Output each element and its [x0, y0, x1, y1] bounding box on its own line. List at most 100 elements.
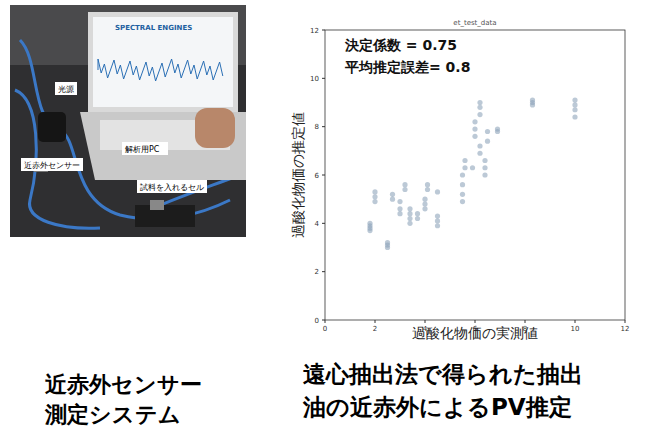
- point: [460, 199, 465, 204]
- photo-label: 試料を入れるセル: [140, 183, 204, 192]
- x-tick: [625, 320, 626, 323]
- point: [472, 119, 477, 124]
- x-tick: [425, 320, 426, 323]
- y-tick: [322, 175, 325, 176]
- point: [462, 165, 467, 170]
- point: [572, 97, 577, 102]
- point: [460, 172, 465, 177]
- point: [460, 192, 465, 197]
- caption: 遠心抽出法で得られた抽出: [303, 361, 583, 387]
- point: [477, 151, 482, 156]
- point: [477, 100, 482, 105]
- x-tick: [475, 320, 476, 323]
- point: [462, 158, 467, 163]
- x-tick: [575, 320, 576, 323]
- point: [460, 182, 465, 187]
- photo-label: 近赤外センサー: [24, 161, 80, 170]
- page: SPECTRAL ENGINES 光源近赤外センサー 解析用PC 試料を入れるセル et…: [0, 0, 650, 434]
- point: [485, 139, 490, 144]
- point: [407, 221, 412, 226]
- photo-background: [10, 5, 246, 237]
- point: [472, 134, 477, 139]
- point: [402, 187, 407, 192]
- point: [472, 126, 477, 131]
- light-source: [38, 112, 66, 142]
- point: [477, 105, 482, 110]
- y-tick: [322, 126, 325, 127]
- x-tick-label: 12: [621, 325, 630, 333]
- caption: 近赤外センサー: [44, 372, 202, 397]
- y-tick-label: 2: [315, 268, 319, 276]
- x-tick: [525, 320, 526, 323]
- point: [422, 201, 427, 206]
- y-tick-label: 0: [315, 317, 319, 325]
- y-tick-label: 4: [315, 220, 320, 228]
- photo-label-box: [55, 82, 77, 95]
- point: [485, 129, 490, 134]
- photo: SPECTRAL ENGINES 光源近赤外センサー 解析用PC 試料を入れるセル: [10, 5, 246, 237]
- x-tick-label: 10: [571, 325, 580, 333]
- annotation: 平均推定誤差= 0.8: [344, 59, 470, 75]
- y-tick-label: 6: [315, 172, 320, 180]
- point: [572, 102, 577, 107]
- point: [477, 112, 482, 117]
- photo-label: 光源: [58, 85, 74, 94]
- point: [530, 97, 535, 102]
- hand: [195, 108, 235, 148]
- caption: 油の近赤外によるPV推定: [302, 394, 572, 420]
- annotation: 決定係数 = 0.75: [344, 37, 457, 53]
- sample-cell-cap: [150, 200, 164, 210]
- point: [422, 197, 427, 202]
- point: [435, 189, 440, 194]
- y-tick-label: 12: [310, 27, 319, 35]
- point: [435, 218, 440, 223]
- point: [425, 182, 430, 187]
- point: [572, 107, 577, 112]
- point: [435, 213, 440, 218]
- point: [390, 197, 395, 202]
- point: [482, 165, 487, 170]
- point: [397, 206, 402, 211]
- x-axis-label: 過酸化物価の実測値: [412, 325, 538, 341]
- screen-wave: [98, 59, 223, 81]
- point: [470, 165, 475, 170]
- photo-label-box: [122, 142, 168, 155]
- y-tick-label: 8: [315, 123, 319, 131]
- point: [385, 240, 390, 245]
- photo-label-box: [21, 158, 83, 171]
- y-tick: [322, 78, 325, 79]
- point: [407, 211, 412, 216]
- point: [415, 211, 420, 216]
- point: [422, 206, 427, 211]
- point: [482, 158, 487, 163]
- background: [0, 0, 650, 434]
- x-tick-label: 0: [323, 325, 327, 333]
- point: [372, 194, 377, 199]
- photo-label-box: [137, 180, 207, 193]
- x-tick: [375, 320, 376, 323]
- laptop-lid: [88, 12, 238, 112]
- screen-text: SPECTRAL ENGINES: [115, 24, 192, 32]
- y-tick-label: 10: [310, 75, 319, 83]
- points: [367, 97, 577, 250]
- sample-cell: [135, 205, 195, 227]
- point: [367, 221, 372, 226]
- point: [397, 211, 402, 216]
- y-tick: [322, 30, 325, 31]
- point: [572, 114, 577, 119]
- x-tick-label: 2: [373, 325, 377, 333]
- y-tick: [322, 271, 325, 272]
- chart-title: et_test_data: [453, 19, 496, 27]
- point: [397, 199, 402, 204]
- laptop-screen: [93, 17, 233, 107]
- y-axis-label: 過酸化物価の推定値: [290, 112, 306, 238]
- point: [435, 223, 440, 228]
- point: [415, 216, 420, 221]
- y-tick: [322, 320, 325, 321]
- point: [390, 192, 395, 197]
- point: [425, 187, 430, 192]
- photo-label: 解析用PC: [125, 145, 160, 154]
- point: [372, 199, 377, 204]
- point: [482, 172, 487, 177]
- point: [402, 182, 407, 187]
